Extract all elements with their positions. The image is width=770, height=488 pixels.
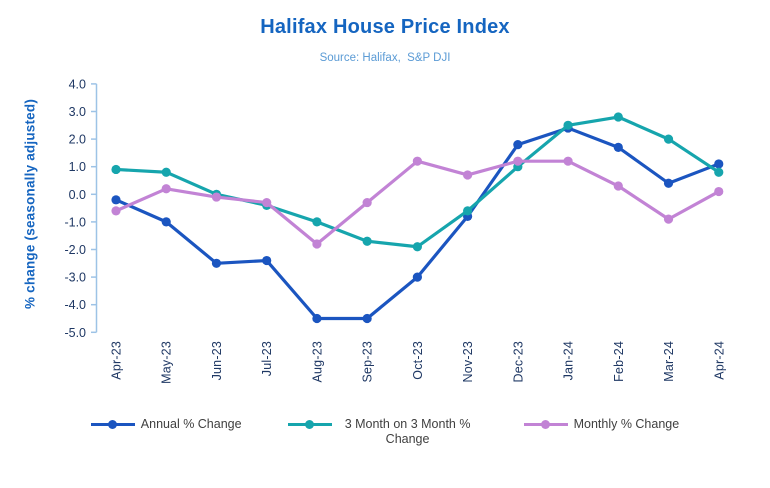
y-tick-label: 1.0 — [69, 160, 86, 174]
data-point — [714, 167, 724, 177]
data-point — [412, 242, 422, 252]
x-axis-label: Aug-23 — [310, 341, 324, 383]
legend-marker-monthly-icon — [523, 416, 568, 432]
x-axis-label: May-23 — [160, 341, 174, 384]
data-point — [563, 156, 573, 166]
x-axis-label: Jan-24 — [562, 341, 576, 380]
data-point — [613, 181, 623, 191]
data-point — [463, 170, 473, 180]
x-axis-label: Apr-23 — [110, 341, 124, 380]
data-point — [161, 184, 171, 194]
data-point — [262, 197, 272, 208]
y-tick-label: 0.0 — [69, 188, 86, 202]
x-axis-label: Nov-23 — [461, 341, 475, 383]
data-point — [161, 217, 171, 227]
legend: Annual % Change 3 Month on 3 Month % Cha… — [0, 416, 770, 447]
legend-label-3m3m: 3 Month on 3 Month % Change — [344, 417, 471, 446]
y-tick-label: -2.0 — [64, 243, 86, 257]
legend-item-3m3m: 3 Month on 3 Month % Change — [287, 416, 478, 447]
y-tick-label: -3.0 — [64, 271, 86, 285]
data-point — [161, 167, 171, 177]
y-tick-label: 2.0 — [69, 133, 86, 147]
data-point — [111, 164, 121, 175]
data-point — [613, 112, 623, 122]
legend-label-monthly: Monthly % Change — [573, 417, 680, 431]
data-point — [714, 186, 724, 197]
legend-item-annual: Annual % Change — [90, 416, 242, 432]
x-axis-label: Jul-23 — [260, 341, 274, 376]
x-axis-label: Apr-24 — [712, 341, 726, 380]
data-point — [111, 195, 121, 205]
legend-marker-3m3m-icon — [287, 416, 332, 432]
x-axis-label: Sep-23 — [361, 341, 375, 383]
y-tick-label: -4.0 — [64, 298, 86, 312]
y-tick-label: -5.0 — [64, 326, 86, 340]
legend-label-annual: Annual % Change — [140, 417, 242, 431]
data-point — [312, 313, 322, 324]
data-point — [563, 120, 573, 130]
data-point — [663, 214, 674, 224]
data-point — [211, 192, 222, 202]
data-point — [211, 258, 222, 268]
data-point — [312, 239, 322, 249]
data-point — [262, 255, 272, 266]
plot-area: 4.0 3.0 2.0 1.0 0.0 -1.0 -2.0 -3.0 -4.0 -5.0 Apr-2… — [64, 77, 726, 384]
data-point — [412, 156, 422, 166]
data-point — [613, 142, 623, 152]
data-point — [663, 178, 674, 188]
data-point — [412, 272, 422, 282]
y-tick-label: 3.0 — [69, 105, 86, 119]
data-point — [714, 159, 724, 169]
x-axis-label: Jun-23 — [210, 341, 224, 380]
x-axis-label: Mar-24 — [662, 341, 676, 382]
y-tick-label: 4.0 — [69, 77, 86, 91]
data-point — [463, 206, 473, 216]
x-axis-label: Oct-23 — [411, 341, 425, 380]
data-point — [513, 140, 523, 150]
data-point — [111, 206, 121, 216]
data-point — [362, 197, 372, 208]
chart-subtitle: Source: Halifax, S&P DJI — [319, 52, 451, 64]
series-line-2 — [114, 159, 721, 246]
x-axis-label: Feb-24 — [612, 341, 626, 382]
data-point — [312, 217, 322, 227]
data-point — [663, 134, 674, 144]
chart-title: Halifax House Price Index — [260, 16, 510, 38]
y-tick-label: -1.0 — [64, 215, 86, 229]
data-point — [513, 156, 523, 166]
x-axis-label: Dec-23 — [511, 341, 525, 383]
legend-item-monthly: Monthly % Change — [523, 416, 680, 432]
legend-marker-annual-icon — [90, 416, 135, 432]
data-point — [362, 313, 372, 324]
series-line-1 — [114, 115, 721, 249]
data-point — [362, 236, 372, 246]
